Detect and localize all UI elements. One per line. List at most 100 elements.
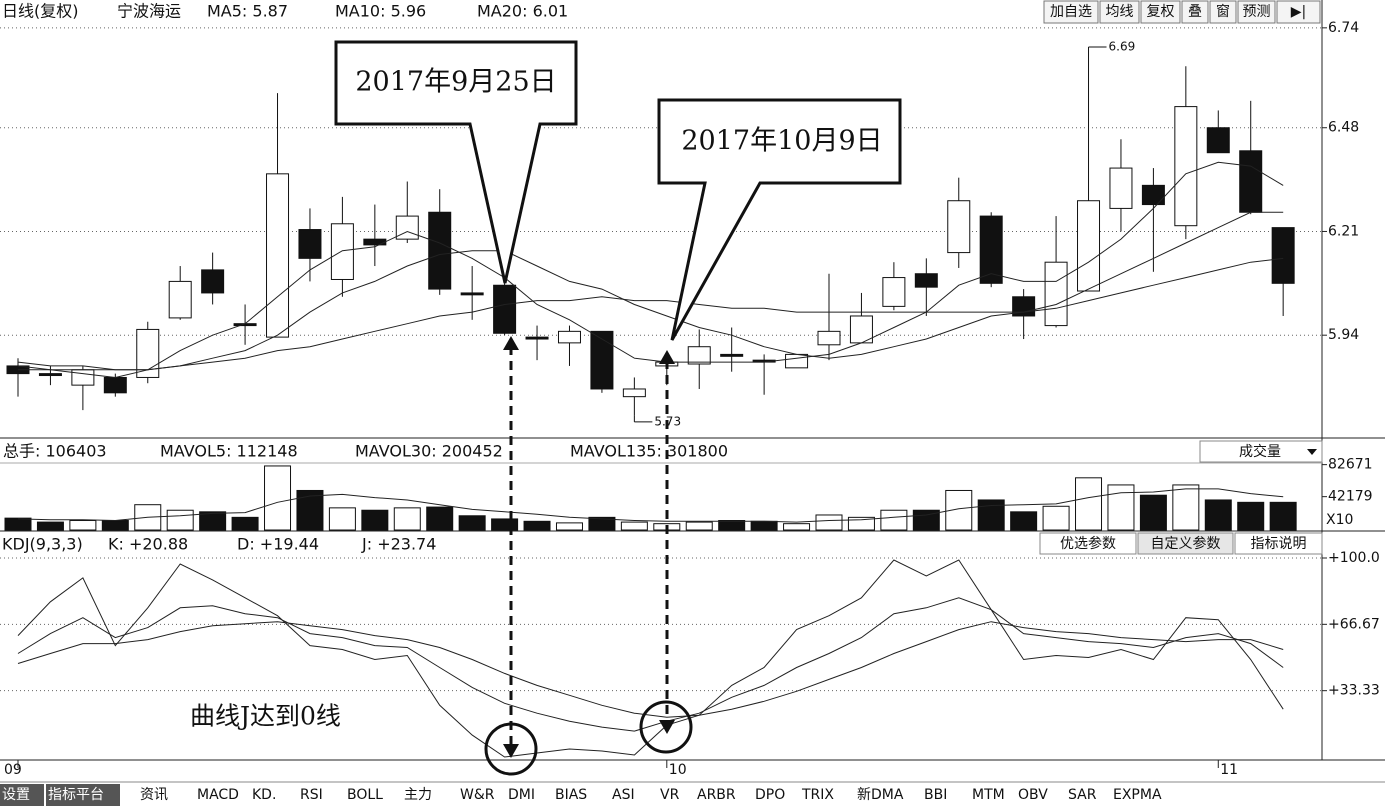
candle-body	[201, 269, 225, 294]
indicator-selector[interactable]	[1199, 440, 1323, 463]
button-label[interactable]: 优选参数	[1060, 535, 1116, 552]
dropdown-arrow[interactable]	[1307, 449, 1317, 455]
toolbar-button[interactable]	[1181, 0, 1209, 24]
indicator-line	[17, 559, 1284, 758]
button-label[interactable]: 加自选	[1050, 4, 1092, 20]
candle-body	[914, 273, 938, 288]
toolbar-item[interactable]: W&R	[460, 787, 495, 803]
toolbar-item[interactable]: SAR	[1068, 787, 1097, 803]
toolbar-item[interactable]: BBI	[924, 787, 947, 803]
candle-body	[136, 328, 160, 378]
x-tick-label: 11	[1220, 762, 1238, 778]
indicator-line	[17, 597, 1284, 732]
candle-body	[1077, 200, 1101, 292]
candle-body	[882, 277, 906, 307]
candle-body	[38, 373, 62, 377]
button-label[interactable]: 均线	[1106, 4, 1134, 20]
candle-body	[1044, 261, 1068, 327]
param-button[interactable]	[1137, 532, 1234, 555]
button-label[interactable]: 指标说明	[1251, 536, 1307, 552]
volume-bar	[328, 507, 356, 531]
kdj-stat: D: +19.44	[237, 535, 319, 554]
candle-body	[687, 346, 711, 365]
kdj-stat: KDJ(9,3,3)	[2, 535, 83, 554]
callout-text: 2017年9月25日	[355, 67, 556, 98]
toolbar-item[interactable]: BIAS	[555, 787, 587, 803]
button-label[interactable]: 窗	[1216, 3, 1230, 20]
indicator-line	[18, 257, 1284, 371]
toolbar-item[interactable]: ASI	[612, 787, 635, 803]
volume-bar	[458, 515, 486, 531]
candle-body	[1239, 150, 1263, 213]
toolbar-item[interactable]: DMI	[508, 787, 535, 803]
param-button[interactable]	[1234, 532, 1323, 555]
button-label[interactable]: 自定义参数	[1151, 535, 1221, 552]
toolbar-button[interactable]	[1276, 0, 1321, 24]
toolbar-item[interactable]: RSI	[300, 787, 323, 803]
callout-box	[334, 40, 578, 284]
note-text: 曲线J达到0线	[190, 702, 341, 731]
candle-body	[1141, 184, 1165, 206]
selector-label[interactable]: 成交量	[1239, 443, 1281, 460]
volume-bar	[1075, 477, 1103, 531]
y-tick-label: 82671	[1328, 457, 1373, 473]
toolbar-item[interactable]: DPO	[755, 787, 785, 803]
indicator-line	[17, 161, 1284, 379]
toolbar-item[interactable]: ARBR	[697, 787, 736, 803]
volume-bar	[1204, 499, 1232, 531]
candle-body	[460, 292, 484, 296]
toolbar-item[interactable]: TRIX	[801, 787, 834, 803]
header-text: 日线(复权)	[2, 2, 79, 21]
header-text: MA20: 6.01	[477, 2, 568, 21]
volume-bar	[523, 520, 551, 531]
button-label[interactable]: 叠	[1188, 4, 1202, 20]
highlight-circle	[484, 722, 538, 776]
toolbar-button[interactable]	[1043, 0, 1099, 24]
candle-body	[168, 280, 192, 319]
header-text: 宁波海运	[117, 2, 181, 21]
indicator-line	[17, 488, 1284, 523]
button-label[interactable]: 复权	[1147, 3, 1175, 20]
param-button[interactable]	[1039, 532, 1137, 555]
volume-bar	[101, 520, 129, 531]
candle-body	[330, 223, 354, 280]
toolbar-item[interactable]: 资讯	[140, 787, 168, 803]
volume-stat: MAVOL30: 200452	[355, 442, 503, 461]
toolbar-button[interactable]	[1099, 0, 1140, 24]
volume-bar	[264, 465, 292, 531]
callout-text: 2017年10月9日	[681, 126, 882, 157]
volume-bar	[588, 516, 616, 531]
volume-bar	[36, 521, 64, 531]
volume-bar	[4, 517, 32, 531]
volume-bar	[199, 511, 227, 531]
button-label[interactable]: ▶|	[1291, 4, 1306, 20]
toolbar-item[interactable]: BOLL	[347, 787, 383, 803]
toolbar-item[interactable]: 新DMA	[857, 787, 904, 803]
y-tick-label: 6.21	[1328, 223, 1359, 239]
toolbar-button[interactable]	[1209, 0, 1237, 24]
toolbar-item[interactable]: EXPMA	[1113, 787, 1162, 803]
toolbar-item[interactable]: MACD	[197, 787, 239, 803]
candle-body	[71, 369, 95, 386]
toolbar-item[interactable]: 指标平台	[48, 787, 104, 803]
toolbar-item[interactable]: OBV	[1018, 787, 1048, 803]
toolbar-button[interactable]	[1140, 0, 1181, 24]
volume-bar	[231, 516, 259, 531]
toolbar-item[interactable]: 设置	[2, 787, 30, 803]
toolbar-tab-bg[interactable]	[46, 784, 120, 806]
toolbar-button[interactable]	[1237, 0, 1276, 24]
volume-bar	[977, 499, 1005, 531]
toolbar-tab-bg[interactable]	[0, 784, 44, 806]
button-label[interactable]: 预测	[1243, 4, 1271, 20]
x-tick-label: 10	[669, 762, 687, 778]
volume-bar	[685, 521, 713, 531]
extreme-label: 6.69	[1109, 40, 1136, 54]
toolbar-item[interactable]: VR	[660, 787, 680, 803]
candle-body	[817, 330, 841, 346]
toolbar-item[interactable]: 主力	[404, 787, 432, 803]
volume-bar	[718, 520, 746, 531]
toolbar-item[interactable]: KD.	[252, 787, 276, 803]
volume-bar	[847, 516, 875, 531]
toolbar-item[interactable]: MTM	[972, 787, 1005, 803]
